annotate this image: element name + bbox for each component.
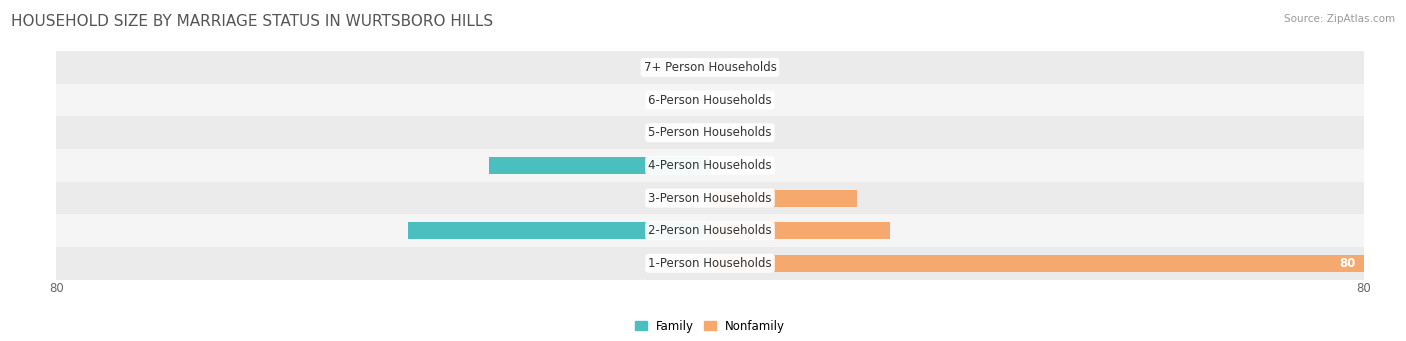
Text: 1-Person Households: 1-Person Households [648, 257, 772, 270]
Bar [489, 157, 710, 174]
Bar [710, 190, 858, 207]
Bar [408, 222, 710, 239]
Text: 4-Person Households: 4-Person Households [648, 159, 772, 172]
Text: Source: ZipAtlas.com: Source: ZipAtlas.com [1284, 14, 1395, 24]
Bar [56, 247, 1364, 280]
Legend: Family, Nonfamily: Family, Nonfamily [630, 315, 790, 338]
Text: 0: 0 [727, 94, 734, 107]
Text: 0: 0 [686, 192, 693, 205]
Text: 0: 0 [727, 61, 734, 74]
Text: 0: 0 [686, 257, 693, 270]
Text: 37: 37 [679, 224, 693, 237]
Text: 6-Person Households: 6-Person Households [648, 94, 772, 107]
Text: 7+ Person Households: 7+ Person Households [644, 61, 776, 74]
Bar [710, 222, 890, 239]
Text: 22: 22 [727, 224, 741, 237]
Text: 27: 27 [679, 159, 693, 172]
Text: 18: 18 [727, 192, 741, 205]
Text: 3-Person Households: 3-Person Households [648, 192, 772, 205]
Bar [56, 51, 1364, 84]
Text: 5-Person Households: 5-Person Households [648, 126, 772, 139]
Text: 0: 0 [686, 94, 693, 107]
Text: 2-Person Households: 2-Person Households [648, 224, 772, 237]
Text: 0: 0 [686, 126, 693, 139]
Text: 80: 80 [1340, 257, 1355, 270]
Bar [56, 214, 1364, 247]
Text: 0: 0 [727, 159, 734, 172]
Text: 0: 0 [727, 126, 734, 139]
Text: 0: 0 [686, 61, 693, 74]
Bar [56, 182, 1364, 214]
Bar [56, 149, 1364, 182]
Bar [710, 255, 1364, 272]
Bar [56, 116, 1364, 149]
Bar [56, 84, 1364, 116]
Text: HOUSEHOLD SIZE BY MARRIAGE STATUS IN WURTSBORO HILLS: HOUSEHOLD SIZE BY MARRIAGE STATUS IN WUR… [11, 14, 494, 29]
